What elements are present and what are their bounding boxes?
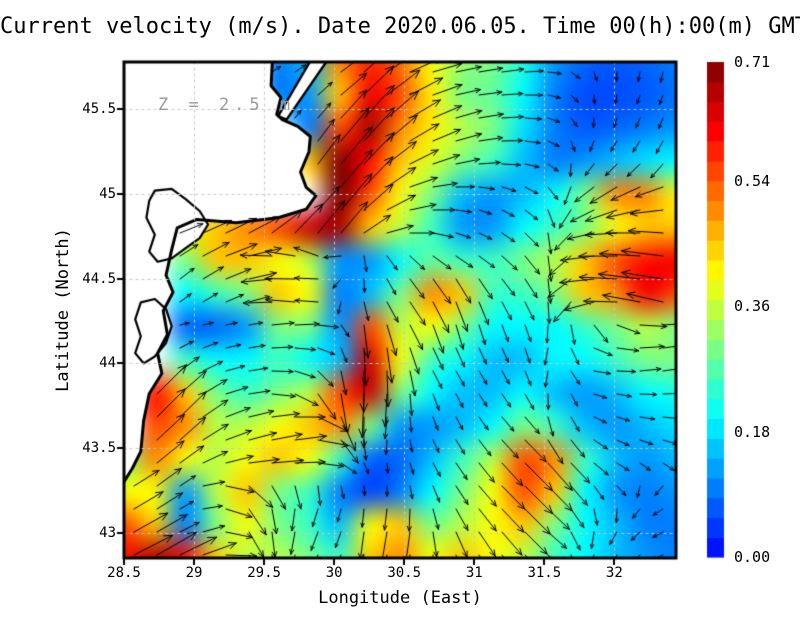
colorbar-tick-label: 0.54 (734, 171, 771, 190)
y-tick-label: 43.5 (82, 439, 116, 456)
colorbar-tick-label: 0.71 (734, 53, 771, 71)
y-tick-label: 45 (99, 186, 116, 203)
x-axis-label: Longitude (East) (318, 588, 482, 608)
y-tick-label: 43 (99, 524, 116, 541)
x-tick-label: 29 (185, 565, 203, 581)
x-tick-label: 30 (325, 565, 343, 581)
y-tick-label: 44.5 (82, 270, 116, 287)
x-tick-label: 32 (605, 565, 623, 581)
depth-label: Z = 2.5 m (158, 95, 296, 115)
colorbar-tick-label: 0.00 (734, 548, 771, 566)
y-tick-label: 45.5 (82, 101, 116, 118)
colorbar-tick-label: 0.18 (734, 422, 771, 441)
y-tick-label: 44 (99, 355, 116, 372)
x-tick-label: 29.5 (247, 565, 281, 581)
x-tick-label: 31.5 (527, 565, 562, 581)
colorbar-tick-label: 0.36 (734, 297, 771, 315)
x-tick-label: 31 (465, 565, 483, 581)
x-tick-label: 28.5 (107, 565, 141, 581)
plot-title: Current velocity (m/s). Date 2020.06.05.… (0, 14, 800, 39)
x-tick-label: 30.5 (387, 565, 422, 581)
